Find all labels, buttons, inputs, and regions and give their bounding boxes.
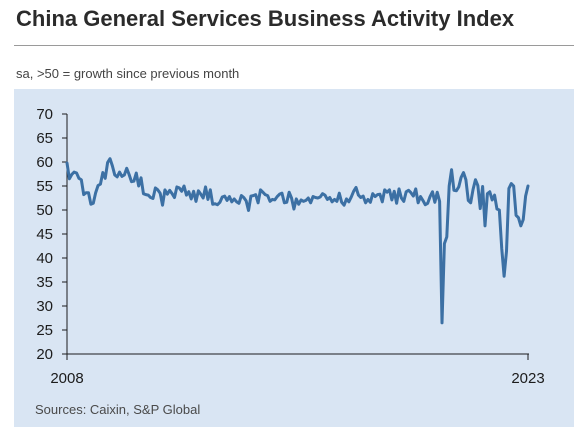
y-tick-label: 55 — [36, 178, 53, 195]
y-tick-label: 20 — [36, 346, 53, 363]
y-tick-label: 50 — [36, 202, 53, 219]
chart-panel: 20 25 30 35 40 45 50 55 60 65 70 2008 2023 Sources: … — [14, 89, 574, 427]
title-divider — [14, 45, 574, 46]
source-note: Sources: Caixin, S&P Global — [35, 402, 201, 417]
y-tick-label: 40 — [36, 250, 53, 267]
y-tick-label: 30 — [36, 298, 53, 315]
y-tick-label: 60 — [36, 154, 53, 171]
line-chart: 20 25 30 35 40 45 50 55 60 65 70 2008 2023 — [36, 106, 544, 387]
series-line — [65, 157, 530, 325]
y-tick-label: 45 — [36, 226, 53, 243]
chart-title: China General Services Business Activity… — [16, 6, 515, 31]
y-tick-label: 35 — [36, 274, 53, 291]
x-tick-label: 2008 — [50, 370, 83, 387]
y-tick-label: 25 — [36, 322, 53, 339]
y-tick-label: 65 — [36, 130, 53, 147]
x-tick-label: 2023 — [511, 370, 544, 387]
y-tick-label: 70 — [36, 106, 53, 123]
chart-subtitle: sa, >50 = growth since previous month — [16, 66, 240, 81]
